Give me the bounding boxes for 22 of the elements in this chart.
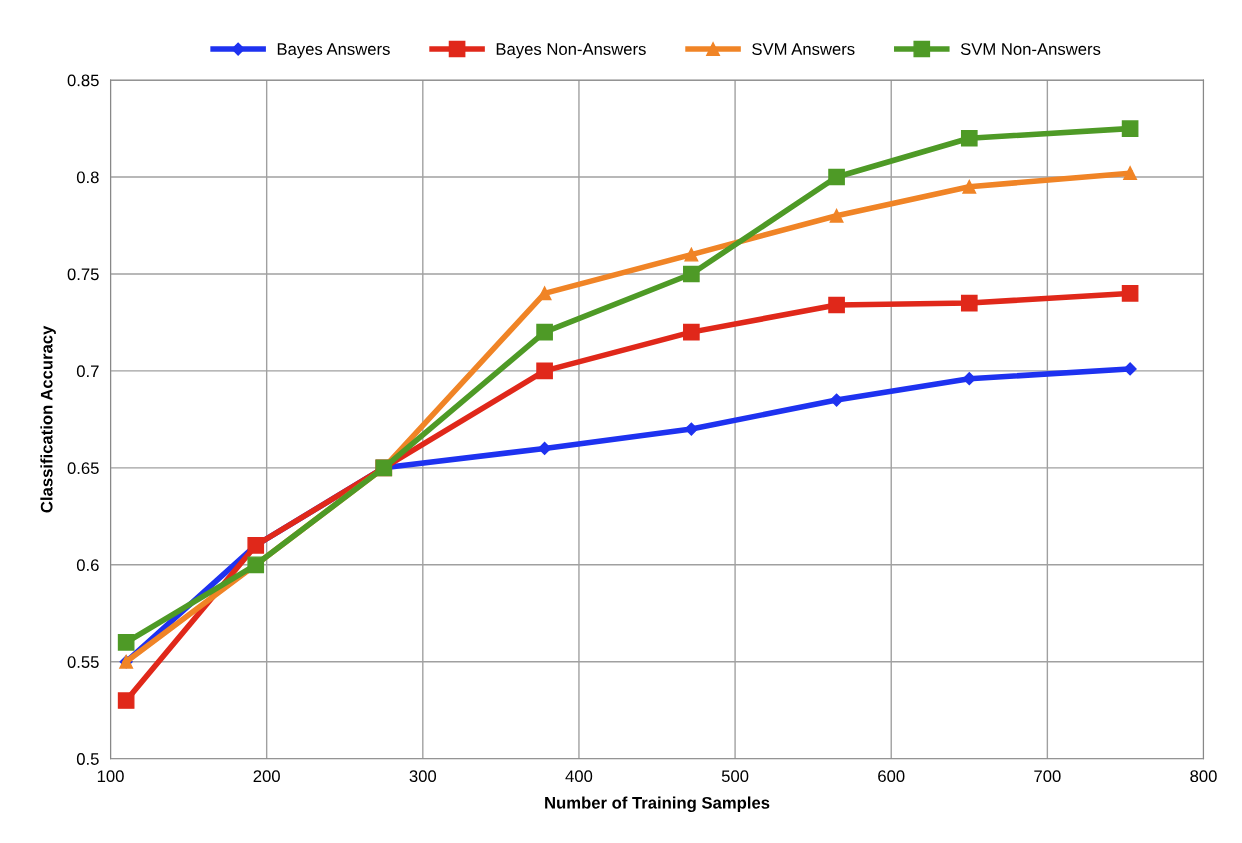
x-tick-label: 500 <box>721 770 749 783</box>
legend-label: Bayes Non-Answers <box>496 43 646 59</box>
x-axis-title: Number of Training Samples <box>545 796 770 813</box>
legend-label: Bayes Answers <box>277 43 390 59</box>
y-tick-label: 0.85 <box>67 74 99 87</box>
y-tick-label: 0.6 <box>76 559 99 572</box>
x-tick-label: 200 <box>253 770 280 783</box>
y-axis-title: Classification Accuracy <box>40 325 56 513</box>
x-tick-label: 400 <box>565 770 593 783</box>
x-tick-label: 100 <box>97 770 124 783</box>
x-tick-label: 800 <box>1190 770 1217 783</box>
legend-label: SVM Non-Answers <box>960 43 1101 55</box>
y-tick-label: 0.8 <box>76 171 99 184</box>
y-tick-label: 0.7 <box>76 365 99 378</box>
x-tick-label: 700 <box>1034 770 1061 783</box>
y-tick-label: 0.5 <box>76 753 99 765</box>
x-tick-label: 300 <box>409 770 437 783</box>
y-tick-label: 0.75 <box>67 268 99 281</box>
y-tick-label: 0.55 <box>67 656 99 668</box>
y-tick-label: 0.65 <box>67 462 99 475</box>
x-tick-label: 600 <box>878 770 905 783</box>
legend-label: SVM Answers <box>752 43 855 55</box>
